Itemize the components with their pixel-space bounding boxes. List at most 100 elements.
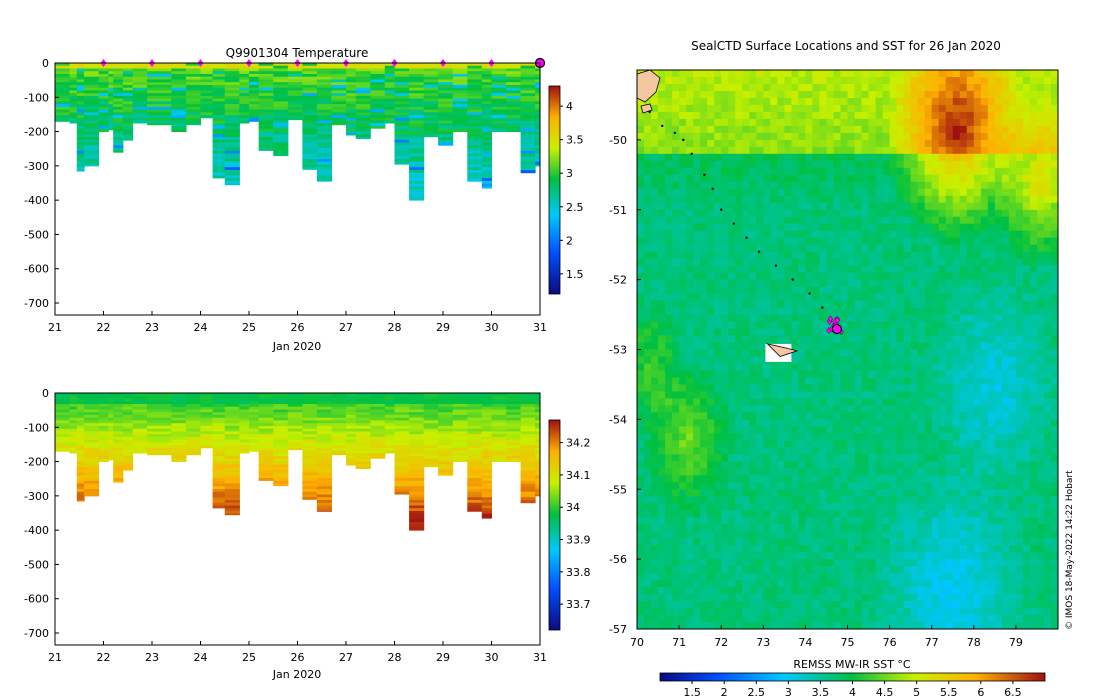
sst-cell [658, 510, 666, 518]
profile-cell [520, 423, 536, 427]
sst-cell [658, 91, 666, 99]
sst-cell [651, 258, 659, 267]
profile-cell [438, 461, 454, 465]
sst-cell [714, 300, 722, 309]
profile-cell [171, 398, 187, 402]
temperature-panel: Q9901304 Temperature 21 22 23 24 25 26 27 28 29 3… [24, 46, 583, 353]
profile-cell [481, 478, 492, 482]
profile-cell [69, 106, 78, 111]
profile-cell [346, 109, 357, 113]
sst-cell [833, 300, 841, 309]
sst-cell [819, 335, 827, 343]
sst-cell [644, 601, 652, 609]
sst-cell [770, 601, 778, 609]
sst-cell [777, 608, 785, 616]
sst-cell [819, 223, 827, 232]
sst-cell [756, 503, 764, 511]
profile-cell [506, 412, 522, 416]
sst-cell [840, 419, 848, 427]
sst-cell [651, 419, 659, 427]
profile-cell [409, 178, 425, 182]
sst-cell [770, 132, 778, 141]
profile-cell [438, 126, 454, 130]
sst-cell [707, 615, 715, 623]
profile-cell [84, 409, 100, 413]
profile-cell [239, 450, 250, 454]
profile-cell [331, 98, 347, 102]
sst-cell [721, 559, 729, 567]
sst-cell [735, 398, 743, 406]
sst-cell [714, 98, 722, 106]
profile-cell [520, 153, 536, 157]
sst-cell [707, 356, 715, 364]
profile-cell [423, 436, 439, 441]
profile-cell [506, 450, 522, 454]
profile-cell [258, 434, 274, 438]
sst-cell [791, 622, 799, 630]
sst-cell [707, 167, 715, 176]
profile-cell [355, 445, 371, 449]
profile-cell [76, 483, 85, 487]
sst-cell [847, 202, 855, 211]
profile-cell [423, 434, 439, 438]
sst-cell [798, 188, 806, 197]
sst-cell [658, 622, 666, 630]
sst-cell [679, 503, 687, 511]
profile-cell [84, 95, 100, 100]
sst-cell [791, 482, 799, 490]
profile-cell [69, 409, 78, 413]
sst-cell [742, 153, 750, 162]
sst-cell [728, 384, 736, 392]
sst-cell [714, 307, 722, 316]
sst-cell [777, 398, 785, 406]
sst-cell [637, 510, 645, 518]
sst-cell [840, 77, 848, 85]
sst-cell [798, 566, 806, 574]
profile-cell [132, 109, 148, 113]
profile-cell [355, 63, 371, 67]
sst-cell [693, 181, 701, 190]
sst-cell [721, 202, 729, 211]
x-tick-label: 31 [533, 321, 547, 334]
sst-cell [721, 601, 729, 609]
sst-cell [812, 258, 820, 267]
profile-cell [467, 431, 483, 435]
profile-cell [258, 456, 274, 460]
profile-cell [113, 74, 124, 78]
profile-cell [346, 68, 357, 72]
profile-cell [409, 76, 425, 80]
profile-cell [491, 434, 507, 438]
sst-cell [700, 468, 708, 476]
sst-cell [784, 538, 792, 546]
sst-cell [672, 293, 680, 302]
profile-cell [394, 442, 410, 446]
sst-cell [812, 503, 820, 511]
sst-cell [658, 552, 666, 560]
sst-cell [665, 503, 673, 511]
sst-cell [784, 321, 792, 329]
sst-cell [763, 104, 771, 113]
sst-cell [770, 314, 778, 323]
sst-cell [651, 307, 659, 316]
profile-cell [108, 112, 114, 116]
sst-cell [686, 482, 694, 490]
profile-cell [506, 112, 522, 116]
sst-cell [651, 230, 659, 239]
profile-cell [76, 109, 85, 113]
profile-cell [302, 120, 318, 124]
profile-cell [122, 117, 134, 122]
profile-cell [409, 112, 425, 116]
sst-cell [742, 167, 750, 176]
sst-cell [812, 202, 820, 211]
sst-cell [721, 167, 729, 176]
sst-cell [826, 454, 834, 462]
sst-cell [707, 202, 715, 211]
profile-cell [331, 445, 347, 449]
sst-cell [672, 398, 680, 406]
profile-cell [132, 117, 148, 122]
profile-cell [76, 131, 85, 135]
profile-cell [520, 486, 536, 490]
profile-cell [394, 153, 410, 157]
sst-cell [665, 195, 673, 204]
profile-cell [423, 115, 439, 119]
